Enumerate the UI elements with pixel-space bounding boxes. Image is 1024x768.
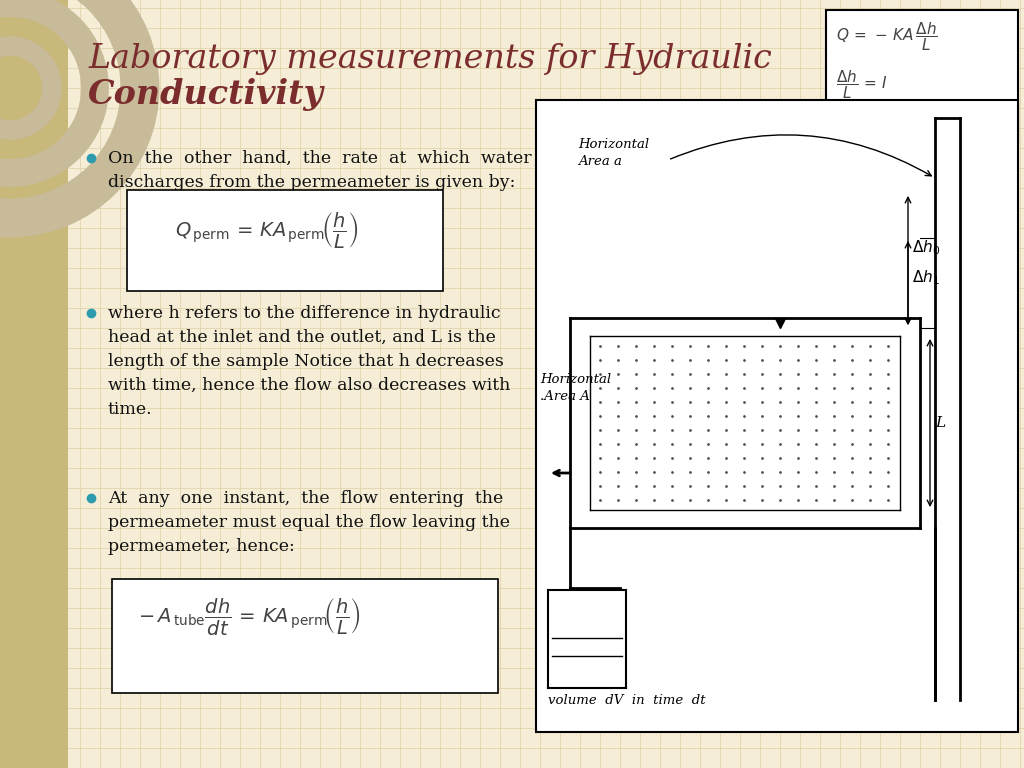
Text: discharges from the permeameter is given by:: discharges from the permeameter is given… bbox=[108, 174, 515, 191]
Text: volume  dV  in  time  dt: volume dV in time dt bbox=[548, 694, 706, 707]
Text: $-\,A_{\,\mathrm{tube}}\dfrac{dh}{dt}\,=\,KA_{\,\mathrm{perm}}\!\left(\dfrac{h}{: $-\,A_{\,\mathrm{tube}}\dfrac{dh}{dt}\,=… bbox=[138, 596, 360, 637]
Text: $\dfrac{\Delta h}{L}\,=\,I$: $\dfrac{\Delta h}{L}\,=\,I$ bbox=[836, 68, 888, 101]
Text: permeameter must equal the flow leaving the: permeameter must equal the flow leaving … bbox=[108, 514, 510, 531]
FancyBboxPatch shape bbox=[536, 100, 1018, 732]
Text: Horizontal
Area a: Horizontal Area a bbox=[578, 138, 649, 168]
Text: where h refers to the difference in hydraulic: where h refers to the difference in hydr… bbox=[108, 305, 501, 322]
Text: At  any  one  instant,  the  flow  entering  the: At any one instant, the flow entering th… bbox=[108, 490, 503, 507]
Text: permeameter, hence:: permeameter, hence: bbox=[108, 538, 295, 555]
Text: with time, hence the flow also decreases with: with time, hence the flow also decreases… bbox=[108, 377, 510, 394]
Text: Conductivity: Conductivity bbox=[88, 78, 324, 111]
Text: $\Delta h_1$: $\Delta h_1$ bbox=[912, 269, 940, 287]
Text: On  the  other  hand,  the  rate  at  which  water: On the other hand, the rate at which wat… bbox=[108, 150, 531, 167]
Text: time.: time. bbox=[108, 401, 153, 418]
Bar bbox=[0, 0, 68, 768]
Text: L: L bbox=[935, 416, 945, 430]
Text: head at the inlet and the outlet, and L is the: head at the inlet and the outlet, and L … bbox=[108, 329, 496, 346]
Text: Laboratory measurements for Hydraulic: Laboratory measurements for Hydraulic bbox=[88, 43, 772, 75]
FancyBboxPatch shape bbox=[826, 10, 1018, 142]
Text: $\Delta h_0$: $\Delta h_0$ bbox=[912, 239, 940, 257]
Text: $Q\,=\,-\,KA\,\dfrac{\Delta h}{L}$: $Q\,=\,-\,KA\,\dfrac{\Delta h}{L}$ bbox=[836, 20, 938, 53]
Text: length of the sample Notice that h decreases: length of the sample Notice that h decre… bbox=[108, 353, 504, 370]
Text: Horizontal
.Area A: Horizontal .Area A bbox=[540, 373, 611, 403]
FancyBboxPatch shape bbox=[127, 190, 443, 291]
Text: $Q_{\,\mathrm{perm}}\,=\,KA_{\,\mathrm{perm}}\!\left(\dfrac{h}{L}\right)$: $Q_{\,\mathrm{perm}}\,=\,KA_{\,\mathrm{p… bbox=[175, 210, 358, 250]
FancyBboxPatch shape bbox=[112, 579, 498, 693]
